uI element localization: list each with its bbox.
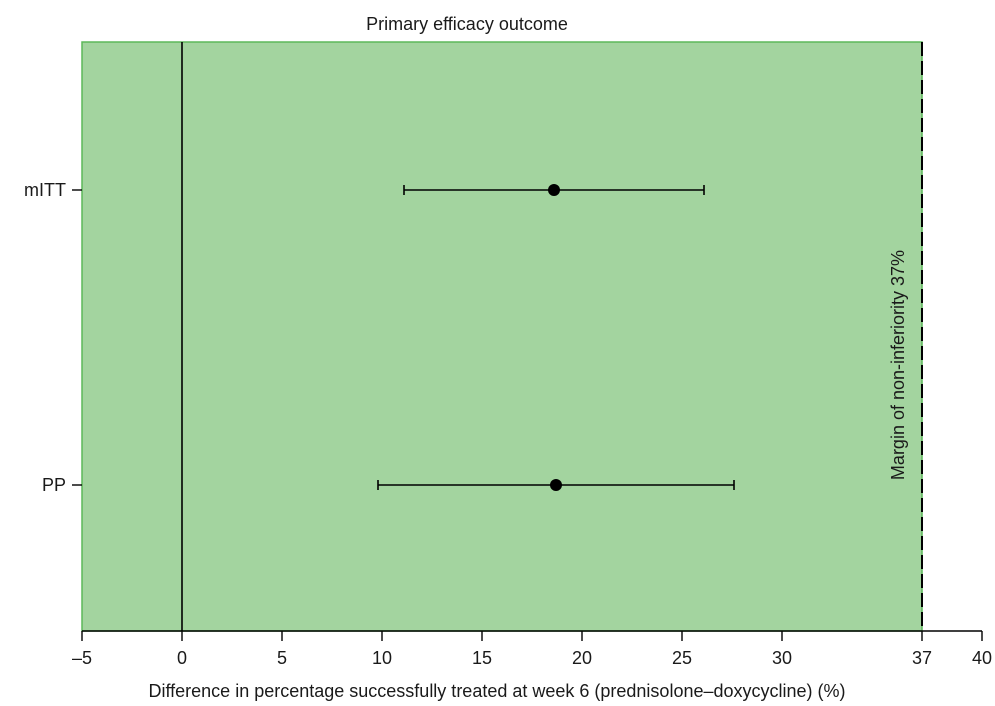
x-tick-label: 20 bbox=[572, 648, 592, 668]
x-axis: –5 0 5 10 15 20 25 30 37 40 bbox=[72, 630, 992, 668]
x-tick-label: –5 bbox=[72, 648, 92, 668]
y-axis: mITT PP bbox=[24, 180, 82, 495]
non-inferiority-shaded-region bbox=[81, 41, 923, 632]
reference-layer bbox=[181, 42, 923, 631]
x-tick-label: 37 bbox=[912, 648, 932, 668]
point-estimate-pp bbox=[550, 479, 562, 491]
x-tick-label: 25 bbox=[672, 648, 692, 668]
x-tick-label: 40 bbox=[972, 648, 992, 668]
x-axis-title: Difference in percentage successfully tr… bbox=[148, 681, 845, 701]
chart-title: Primary efficacy outcome bbox=[366, 14, 568, 34]
x-tick-label: 30 bbox=[772, 648, 792, 668]
estimates-layer bbox=[377, 184, 735, 491]
x-tick-label: 15 bbox=[472, 648, 492, 668]
x-tick-label: 0 bbox=[177, 648, 187, 668]
y-category-label: mITT bbox=[24, 180, 66, 200]
x-tick-label: 10 bbox=[372, 648, 392, 668]
margin-label: Margin of non-inferiority 37% bbox=[888, 250, 908, 480]
point-estimate-mitt bbox=[548, 184, 560, 196]
x-tick-label: 5 bbox=[277, 648, 287, 668]
y-category-label: PP bbox=[42, 475, 66, 495]
